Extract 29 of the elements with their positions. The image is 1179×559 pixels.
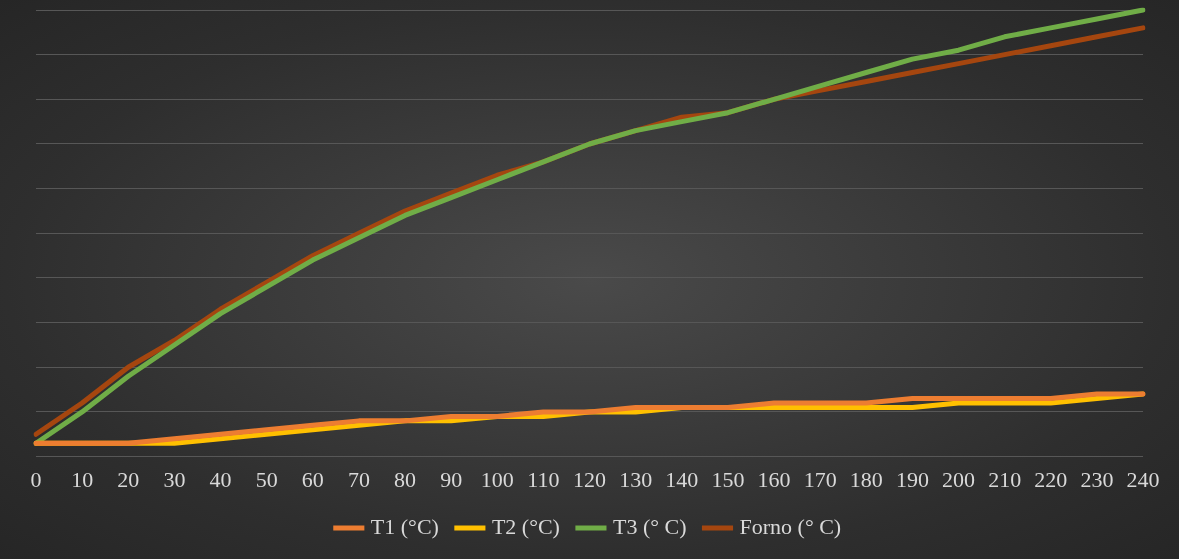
- x-tick-label: 230: [1080, 466, 1114, 492]
- x-tick-label: 210: [988, 466, 1022, 492]
- x-tick-label: 160: [757, 466, 791, 492]
- x-tick-label: 240: [1126, 466, 1160, 492]
- x-tick-label: 170: [803, 466, 837, 492]
- x-tick-label: 150: [711, 466, 745, 492]
- x-tick-label: 70: [347, 466, 370, 492]
- x-tick-label: 10: [71, 466, 94, 492]
- x-tick-label: 140: [665, 466, 699, 492]
- x-tick-label: 100: [480, 466, 514, 492]
- x-tick-label: 30: [163, 466, 186, 492]
- x-tick-label: 200: [942, 466, 975, 492]
- x-tick-label: 220: [1034, 466, 1068, 492]
- x-tick-label: 190: [895, 466, 929, 492]
- x-tick-label: 80: [394, 466, 416, 492]
- x-tick-label: 20: [117, 466, 140, 492]
- x-tick-label: 60: [301, 466, 324, 492]
- x-tick-label: 90: [440, 466, 463, 492]
- x-tick-label: 0: [30, 466, 42, 492]
- x-tick-label: 130: [619, 466, 653, 492]
- x-tick-label: 50: [255, 466, 278, 492]
- legend-label: T1 (°C): [370, 513, 439, 539]
- legend-label: T2 (°C): [491, 513, 560, 539]
- legend-label: T3 (° C): [612, 513, 687, 539]
- x-tick-label: 110: [527, 466, 560, 492]
- x-tick-label: 40: [209, 466, 232, 492]
- x-tick-label: 180: [849, 466, 883, 492]
- x-tick-label: 120: [573, 466, 606, 492]
- legend-label: Forno (° C): [739, 513, 842, 539]
